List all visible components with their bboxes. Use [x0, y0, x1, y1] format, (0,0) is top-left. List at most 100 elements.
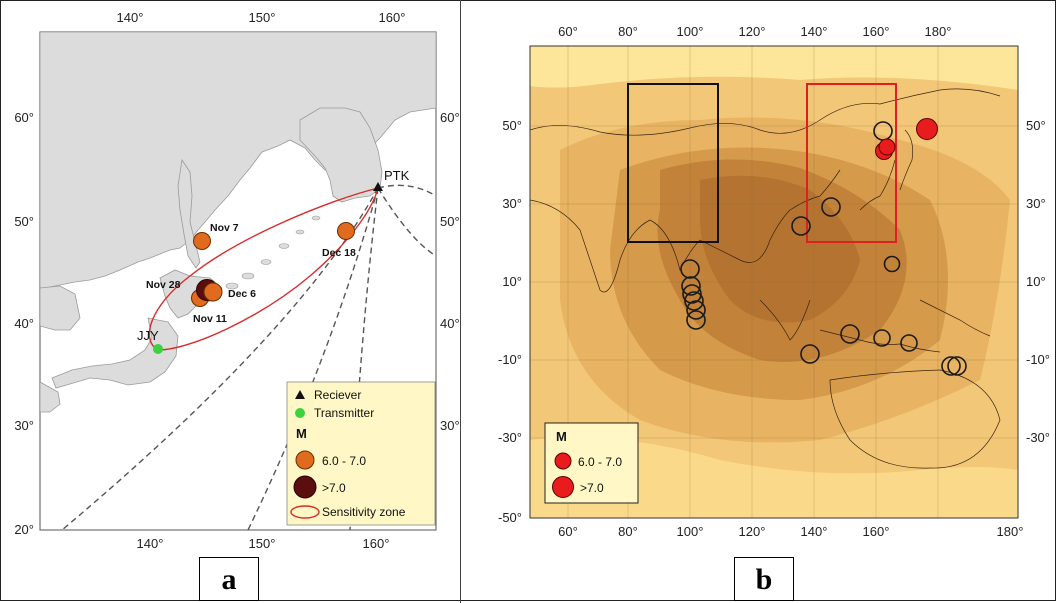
tick-label: 10°	[502, 274, 522, 289]
panel-b-map: 60° 80° 100° 120° 140° 160° 180° 60° 80°…	[498, 24, 1050, 539]
contour-band-south	[530, 437, 1018, 518]
legend-class1-icon	[295, 450, 315, 470]
tick-label: 40°	[14, 316, 34, 331]
event-label-dec6: Dec 6	[228, 288, 256, 300]
event-label-nov11: Nov 11	[193, 313, 227, 325]
tick-label: 180°	[997, 524, 1024, 539]
legend-class1-label: 6.0 - 7.0	[322, 454, 366, 468]
tick-label: -10°	[498, 352, 522, 367]
tick-label: 150°	[249, 536, 276, 551]
tick-label: 20°	[14, 522, 34, 537]
panel-b-lon-ticks-bottom: 60° 80° 100° 120° 140° 160° 180°	[558, 524, 1023, 539]
tick-label: 180°	[925, 24, 952, 39]
region-box-red	[806, 83, 897, 243]
tick-label: 160°	[363, 536, 390, 551]
tick-label: 120°	[739, 24, 766, 39]
panel-a-lat-ticks-right: 60° 50° 40° 30°	[440, 110, 460, 433]
tick-label: -10°	[1026, 352, 1050, 367]
event-marker-nov7	[193, 232, 211, 250]
legend-receiver-label: Reciever	[314, 388, 361, 402]
legend-zone-label: Sensitivity zone	[322, 505, 406, 519]
land-kuril-islands	[225, 215, 321, 290]
land-kyushu	[40, 381, 61, 413]
legend-class2-icon	[293, 475, 317, 499]
tick-label: 30°	[502, 196, 522, 211]
tick-label: 60°	[440, 110, 460, 125]
legend-class2-icon	[552, 476, 574, 498]
panel-b-events-open	[680, 121, 967, 376]
land-korea	[40, 285, 81, 331]
tick-label: 140°	[801, 524, 828, 539]
tick-label: 50°	[1026, 118, 1046, 133]
contour-band-5	[700, 175, 860, 323]
tick-label: 10°	[1026, 274, 1046, 289]
panel-b-legend: M 6.0 - 7.0 >7.0	[544, 422, 639, 504]
tick-label: 160°	[863, 24, 890, 39]
panel-b-lon-ticks-top: 60° 80° 100° 120° 140° 160° 180°	[558, 24, 951, 39]
receiver-icon	[373, 182, 383, 191]
legend-class2-label: >7.0	[322, 481, 346, 495]
region-box-black	[627, 83, 719, 243]
transmitter-icon	[153, 344, 163, 354]
tick-label: -30°	[498, 430, 522, 445]
tick-label: 100°	[677, 524, 704, 539]
tick-label: 140°	[137, 536, 164, 551]
tick-label: 140°	[117, 10, 144, 25]
event-label-dec18: Dec 18	[322, 247, 356, 259]
tick-label: 80°	[618, 524, 638, 539]
land-kamchatka	[299, 107, 383, 203]
panel-a-label: a	[199, 557, 259, 601]
contour-band-1	[530, 46, 1018, 90]
legend-class1-icon	[554, 452, 572, 470]
event-marker-dec18	[337, 222, 355, 240]
tick-label: 140°	[801, 24, 828, 39]
panel-a-lon-ticks-top: 140° 150° 160°	[117, 10, 406, 25]
event-label-nov28: Nov 28	[146, 279, 181, 291]
panel-b-lat-ticks-left: 50° 30° 10° -10° -30° -50°	[498, 118, 522, 525]
tick-label: 30°	[440, 418, 460, 433]
panel-a-lat-ticks-left: 60° 50° 40° 30° 20°	[14, 110, 34, 537]
panel-b-events-red	[875, 118, 938, 160]
tick-label: 120°	[739, 524, 766, 539]
tick-label: 60°	[558, 24, 578, 39]
panel-b-label: b	[734, 557, 794, 601]
coastlines	[530, 88, 1001, 469]
panel-b-frame	[529, 45, 1019, 519]
panel-a-events: Nov 7 Dec 18 Nov 28 Dec 6 Nov 11	[146, 222, 356, 325]
tick-label: 160°	[863, 524, 890, 539]
tick-label: 50°	[502, 118, 522, 133]
tick-label: 150°	[249, 10, 276, 25]
tick-label: 60°	[558, 524, 578, 539]
legend-transmitter-label: Transmitter	[314, 406, 374, 420]
tick-label: 160°	[379, 10, 406, 25]
tick-label: 60°	[14, 110, 34, 125]
legend-m-header: M	[296, 426, 307, 441]
legend-zone-icon	[290, 505, 320, 519]
event-marker-dec6	[203, 282, 223, 302]
transmitter-label: JJY	[137, 328, 159, 343]
event-label-nov7: Nov 7	[210, 222, 239, 234]
land-honshu	[51, 317, 179, 389]
tick-label: 30°	[14, 418, 34, 433]
tick-label: 80°	[618, 24, 638, 39]
panel-a-map: 140° 150° 160° 140° 150° 160° 60° 50° 40…	[14, 10, 459, 551]
tick-label: 40°	[440, 316, 460, 331]
legend-m-header: M	[556, 429, 567, 444]
tick-label: -30°	[1026, 430, 1050, 445]
legend-class2-label: >7.0	[580, 481, 604, 495]
tick-label: 50°	[440, 214, 460, 229]
tick-label: -50°	[498, 510, 522, 525]
tick-label: 100°	[677, 24, 704, 39]
panel-divider	[460, 0, 461, 603]
panel-b-lat-ticks-right: 50° 30° 10° -10° -30°	[1026, 118, 1050, 445]
legend-class1-label: 6.0 - 7.0	[578, 455, 622, 469]
receiver-label: PTK	[384, 168, 410, 183]
tick-label: 50°	[14, 214, 34, 229]
legend-receiver-icon	[295, 390, 305, 399]
panel-a-legend: Reciever Transmitter M 6.0 - 7.0 >7.0 Se…	[286, 381, 436, 526]
tick-label: 30°	[1026, 196, 1046, 211]
legend-transmitter-icon	[295, 408, 305, 418]
panel-a-lon-ticks-bottom: 140° 150° 160°	[137, 536, 390, 551]
